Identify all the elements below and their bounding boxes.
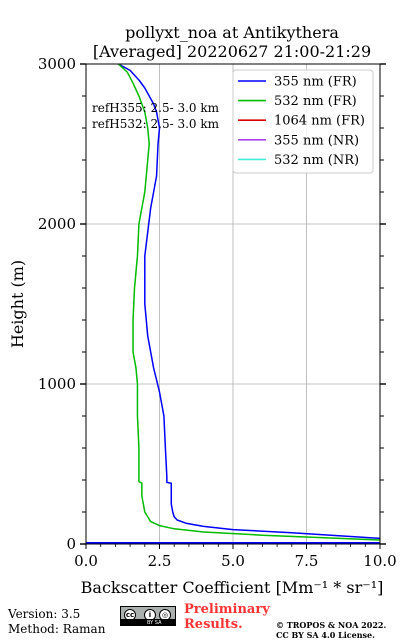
series-layer: [86, 64, 380, 544]
axis-ticks: 0.0 2.5 5.0 7.5 10.0 0 1000 2000 3000: [38, 55, 397, 570]
x-axis-label: Backscatter Coefficient [Mm⁻¹ * sr⁻¹]: [81, 578, 384, 597]
ref-height-532-annotation: refH532: 2.5- 3.0 km: [92, 117, 220, 131]
legend: 355 nm (FR) 532 nm (FR) 1064 nm (FR) 355 nm…: [232, 69, 374, 174]
series-line-1: [117, 64, 380, 541]
x-tick-label: 7.5: [295, 552, 319, 570]
chart-subtitle: [Averaged] 20220627 21:00-21:29: [93, 42, 371, 61]
method-label: Method: Raman: [8, 622, 106, 636]
legend-entry: 532 nm (NR): [274, 153, 359, 168]
preliminary-line2: Results.: [184, 617, 243, 632]
legend-entry: 355 nm (NR): [274, 133, 359, 148]
preliminary-line1: Preliminary: [184, 602, 270, 617]
copyright-line2: CC BY SA 4.0 License.: [276, 630, 375, 640]
y-tick-label: 3000: [38, 55, 76, 73]
x-tick-label: 2.5: [148, 552, 172, 570]
sa-icon: ◎: [159, 609, 171, 621]
y-tick-label: 1000: [38, 375, 76, 393]
legend-entry: 532 nm (FR): [274, 94, 357, 109]
ref-height-355-annotation: refH355: 2.5- 3.0 km: [92, 101, 220, 115]
y-axis-label: Height (m): [8, 260, 27, 348]
series-line-0: [117, 64, 380, 540]
copyright-line1: © TROPOS & NOA 2022.: [276, 620, 387, 630]
legend-box: [232, 69, 374, 174]
version-label: Version: 3.5: [8, 607, 81, 621]
y-tick-label: 0: [66, 535, 76, 553]
chart-title: pollyxt_noa at Antikythera: [125, 23, 339, 42]
cc-license-logo: cc i ◎ BY SA: [120, 606, 176, 626]
x-tick-label: 0.0: [74, 552, 98, 570]
copyright-label: © TROPOS & NOA 2022. CC BY SA 4.0 Licens…: [276, 620, 386, 640]
x-tick-label: 10.0: [363, 552, 396, 570]
preliminary-results-label: Preliminary Results.: [184, 602, 270, 632]
x-tick-label: 5.0: [221, 552, 245, 570]
cc-logo-text: BY SA: [147, 620, 162, 626]
y-tick-label: 2000: [38, 215, 76, 233]
legend-entry: 355 nm (FR): [274, 75, 357, 90]
by-icon: i: [144, 609, 156, 621]
legend-entry: 1064 nm (FR): [274, 114, 365, 129]
